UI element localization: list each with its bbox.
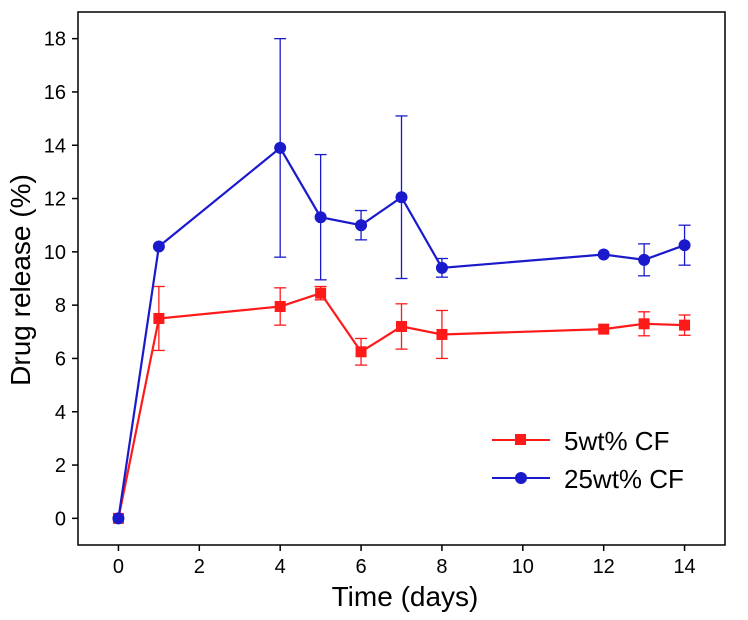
y-tick-label-18: 18	[44, 29, 66, 51]
y-axis-title: Drug release (%)	[5, 174, 36, 386]
y-tick-label-14: 14	[44, 135, 66, 157]
y-tick-label-0: 0	[55, 508, 66, 530]
legend-marker-25wt	[515, 472, 527, 484]
legend: 5wt% CF 25wt% CF	[492, 426, 684, 494]
x-tick-label-6: 6	[356, 556, 367, 578]
x-tick-label-2: 2	[194, 556, 205, 578]
point-0-1	[153, 312, 165, 324]
point-1-8	[638, 253, 651, 266]
series-layer	[112, 38, 691, 525]
point-0-9	[679, 319, 691, 331]
series-line-1	[117, 146, 685, 519]
point-1-1	[152, 240, 165, 253]
y-axis-ticks: 0 2 4 6 8 10 12 14 16 18	[44, 29, 78, 530]
point-0-3	[315, 287, 327, 299]
point-0-7	[598, 323, 610, 335]
point-1-2	[274, 141, 287, 154]
point-1-6	[435, 261, 448, 274]
x-tick-label-8: 8	[436, 556, 447, 578]
y-tick-label-16: 16	[44, 82, 66, 104]
point-1-4	[355, 219, 368, 232]
point-0-4	[355, 346, 367, 358]
series-line-0	[117, 291, 685, 519]
y-tick-label-2: 2	[55, 455, 66, 477]
y-tick-label-8: 8	[55, 295, 66, 317]
point-1-0	[112, 512, 125, 525]
x-tick-label-4: 4	[275, 556, 286, 578]
y-tick-label-10: 10	[44, 242, 66, 264]
x-tick-label-12: 12	[593, 556, 615, 578]
x-axis-title: Time (days)	[332, 581, 479, 612]
series-0	[112, 285, 691, 524]
point-0-6	[436, 328, 448, 340]
x-axis-ticks: 0 2 4 6 8 10 12 14	[113, 545, 696, 578]
legend-label-25wt: 25wt% CF	[564, 464, 684, 494]
plot-frame	[77, 11, 726, 546]
point-1-7	[597, 248, 610, 261]
point-1-9	[678, 239, 691, 252]
point-0-5	[396, 320, 407, 332]
x-tick-label-10: 10	[512, 556, 534, 578]
x-tick-label-14: 14	[673, 556, 695, 578]
point-0-8	[638, 318, 650, 330]
legend-label-5wt: 5wt% CF	[564, 426, 669, 456]
point-1-3	[314, 211, 327, 224]
x-tick-label-0: 0	[113, 556, 124, 578]
series-1	[112, 38, 691, 525]
legend-marker-5wt	[515, 434, 526, 445]
y-tick-label-4: 4	[55, 402, 66, 424]
point-1-5	[395, 191, 408, 204]
point-0-2	[274, 300, 286, 312]
y-tick-label-12: 12	[44, 189, 66, 211]
y-tick-label-6: 6	[55, 348, 66, 370]
